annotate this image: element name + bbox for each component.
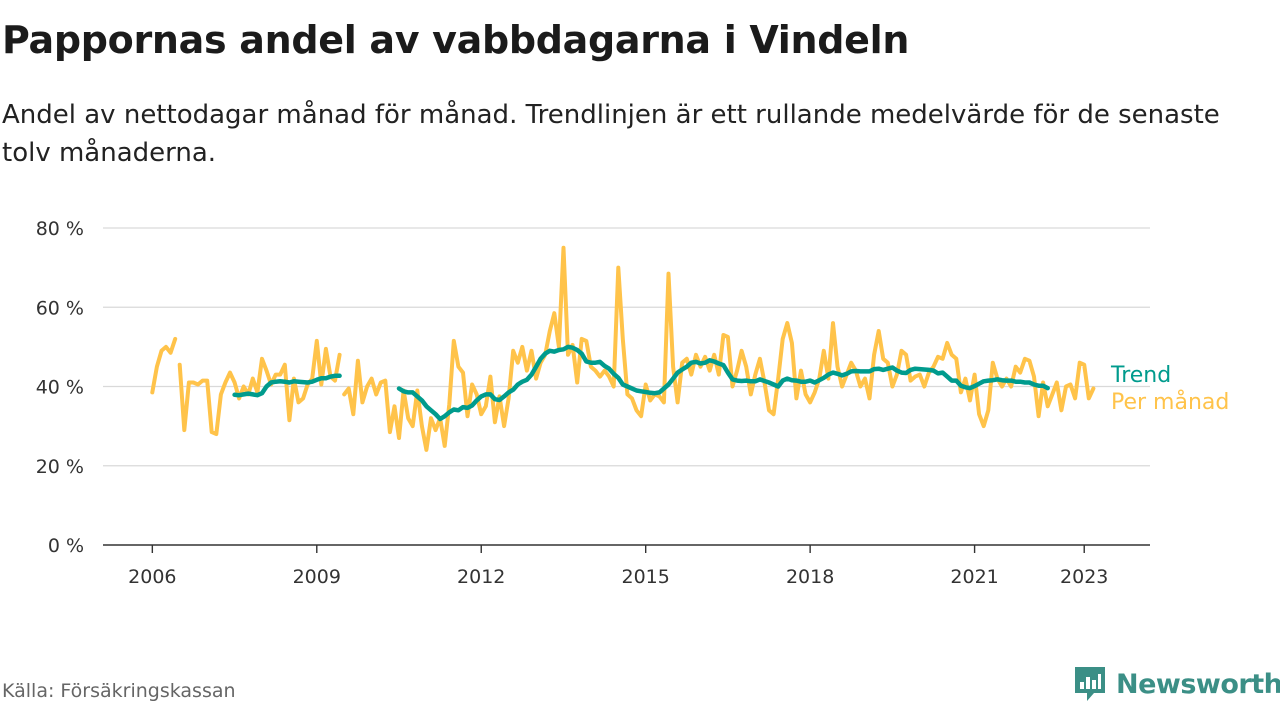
line-chart: 0 % 20 % 40 % 60 % 80 % 2006 2009 2012 2015 2018… [36,218,1230,588]
legend-label-trend: Trend [1110,363,1171,388]
line-segment [396,344,1050,422]
y-tick-label: 60 % [36,297,84,319]
x-tick-label: 2015 [622,566,670,588]
x-tick-label: 2006 [128,566,176,588]
source-note: Källa: Försäkringskassan [2,680,236,702]
x-axis: 2006 2009 2012 2015 2018 2021 2023 [103,544,1150,588]
x-tick-label: 2023 [1060,566,1108,588]
newsworthy-logo[interactable]: Newsworthy [1072,664,1280,704]
line-segment [342,245,1096,452]
chart-title: Pappornas andel av vabbdagarna i Vindeln [2,18,910,62]
newsworthy-logo-icon [1075,667,1105,701]
y-tick-label: 20 % [36,456,84,478]
series-per-manad [150,245,1096,452]
y-axis: 0 % 20 % 40 % 60 % 80 % [36,218,84,557]
line-segment [177,338,342,437]
line-segment [150,336,178,395]
series-trend [232,344,1050,422]
chart-subtitle: Andel av nettodagar månad för månad. Tre… [2,100,1220,168]
x-tick-label: 2009 [293,566,341,588]
x-tick-label: 2012 [457,566,505,588]
x-tick-label: 2018 [786,566,834,588]
line-segment [232,373,342,398]
y-tick-label: 80 % [36,218,84,240]
brand-name: Newsworthy [1116,668,1280,700]
y-tick-label: 40 % [36,377,84,399]
gridlines [103,227,1150,467]
y-tick-label: 0 % [48,535,84,557]
legend-label-per-manad: Per månad [1111,389,1229,415]
x-tick-label: 2021 [950,566,998,588]
series-lines [150,245,1096,452]
